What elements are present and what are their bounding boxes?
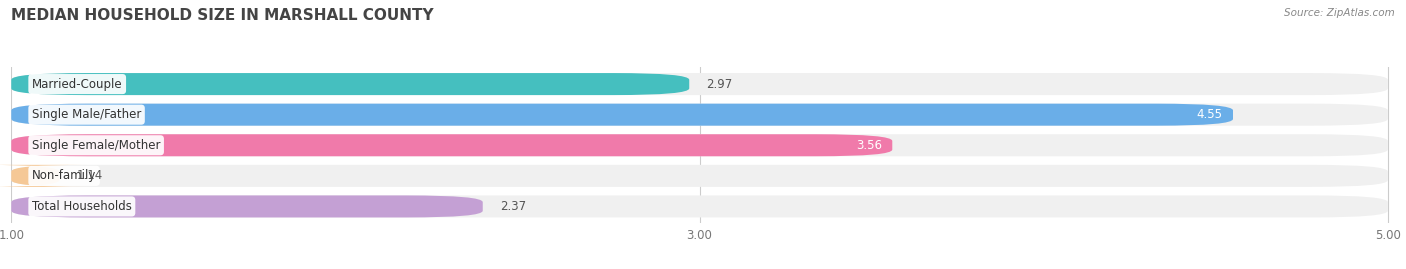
Text: MEDIAN HOUSEHOLD SIZE IN MARSHALL COUNTY: MEDIAN HOUSEHOLD SIZE IN MARSHALL COUNTY bbox=[11, 8, 434, 23]
FancyBboxPatch shape bbox=[11, 73, 1388, 95]
Text: 1.14: 1.14 bbox=[77, 169, 103, 182]
Text: Non-family: Non-family bbox=[32, 169, 96, 182]
Text: Total Households: Total Households bbox=[32, 200, 132, 213]
Text: 3.56: 3.56 bbox=[856, 139, 882, 152]
FancyBboxPatch shape bbox=[11, 165, 1388, 187]
FancyBboxPatch shape bbox=[11, 73, 689, 95]
Text: 2.37: 2.37 bbox=[501, 200, 526, 213]
Text: 4.55: 4.55 bbox=[1197, 108, 1223, 121]
Text: Single Male/Father: Single Male/Father bbox=[32, 108, 141, 121]
FancyBboxPatch shape bbox=[11, 134, 893, 156]
FancyBboxPatch shape bbox=[11, 104, 1233, 126]
FancyBboxPatch shape bbox=[11, 104, 1388, 126]
Text: Single Female/Mother: Single Female/Mother bbox=[32, 139, 160, 152]
FancyBboxPatch shape bbox=[11, 134, 1388, 156]
FancyBboxPatch shape bbox=[11, 196, 1388, 217]
FancyBboxPatch shape bbox=[0, 165, 87, 187]
Text: Source: ZipAtlas.com: Source: ZipAtlas.com bbox=[1284, 8, 1395, 18]
FancyBboxPatch shape bbox=[11, 196, 482, 217]
Text: Married-Couple: Married-Couple bbox=[32, 77, 122, 91]
Text: 2.97: 2.97 bbox=[706, 77, 733, 91]
